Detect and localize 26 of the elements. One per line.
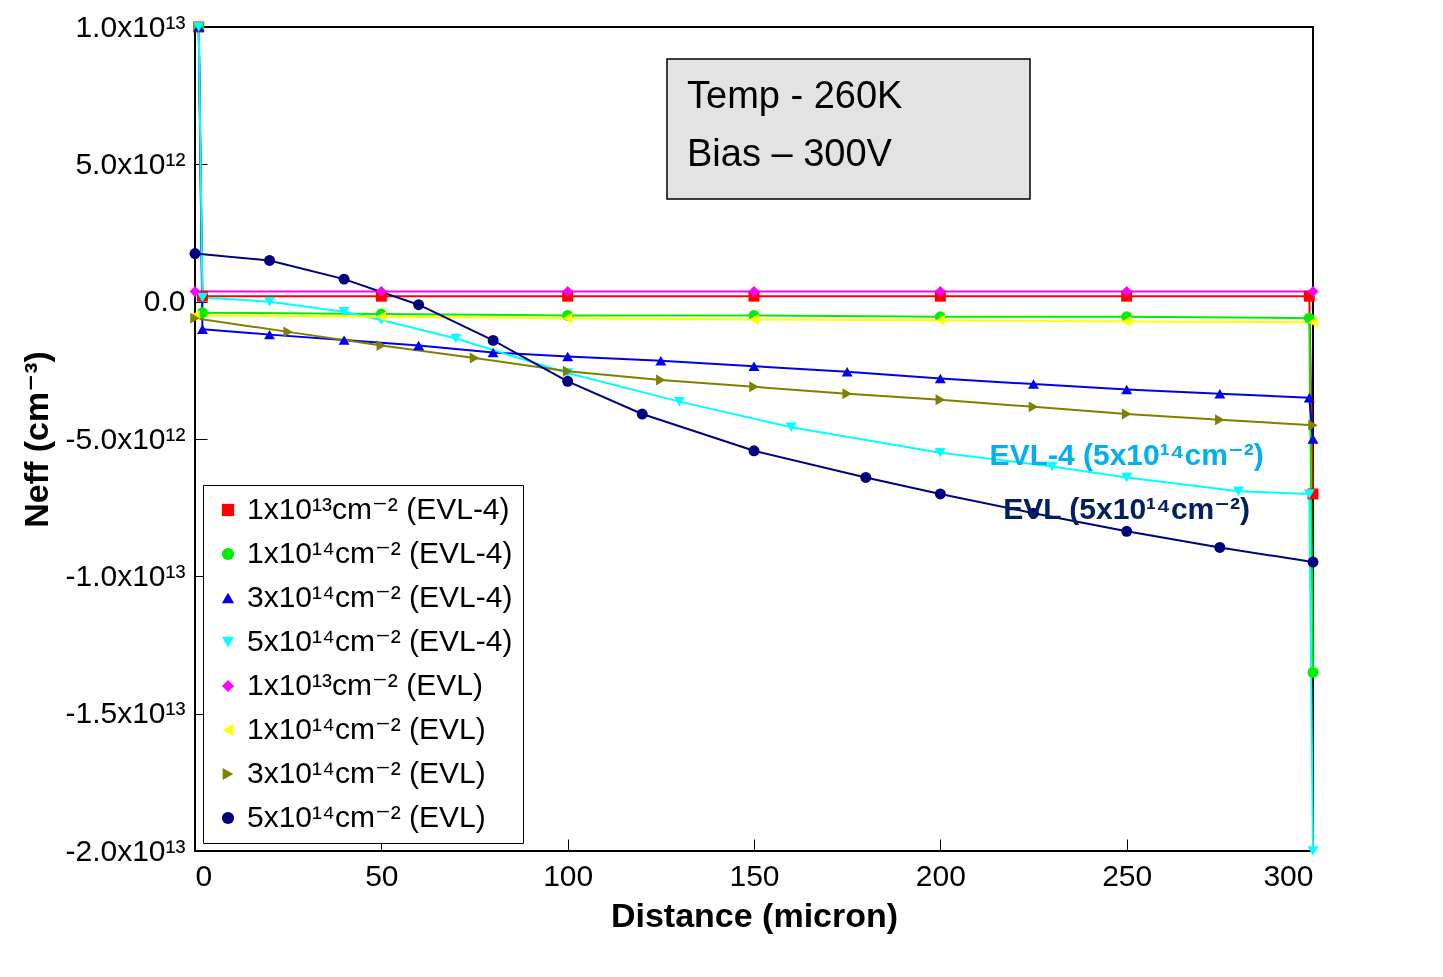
x-tick-label: 150: [729, 858, 780, 892]
y-tick-label: -5.0x10¹²: [65, 421, 186, 455]
annotation: Bias – 300V: [687, 132, 893, 174]
legend-label: 1x10¹⁴cm⁻² (EVL-4): [247, 536, 513, 569]
legend-label: 5x10¹⁴cm⁻² (EVL): [247, 800, 486, 833]
x-axis-title: Distance (micron): [610, 895, 899, 934]
x-tick-label: 300: [1263, 858, 1314, 892]
y-tick-label: 1.0x10¹³: [75, 9, 186, 43]
x-tick-label: 200: [915, 858, 966, 892]
x-tick-label: 50: [365, 858, 399, 892]
legend-label: 1x10¹⁴cm⁻² (EVL): [247, 712, 486, 745]
x-tick-label: 100: [543, 858, 594, 892]
y-tick-label: -1.5x10¹³: [65, 696, 186, 730]
legend-label: 3x10¹⁴cm⁻² (EVL): [247, 756, 486, 789]
legend-label: 1x10¹³cm⁻² (EVL): [247, 668, 483, 701]
y-tick-label: -1.0x10¹³: [65, 558, 186, 592]
legend-label: 3x10¹⁴cm⁻² (EVL-4): [247, 580, 513, 613]
y-axis-title: Neff (cm⁻³): [17, 351, 56, 528]
annotation: Temp - 260K: [687, 74, 903, 116]
x-tick-label: 0: [195, 858, 213, 892]
y-tick-label: -2.0x10¹³: [65, 833, 186, 867]
legend-label: 5x10¹⁴cm⁻² (EVL-4): [247, 624, 513, 657]
y-tick-label: 0.0: [143, 284, 186, 318]
legend-label: 1x10¹³cm⁻² (EVL-4): [247, 492, 510, 525]
x-tick-label: 250: [1102, 858, 1153, 892]
y-tick-label: 5.0x10¹²: [75, 146, 186, 180]
